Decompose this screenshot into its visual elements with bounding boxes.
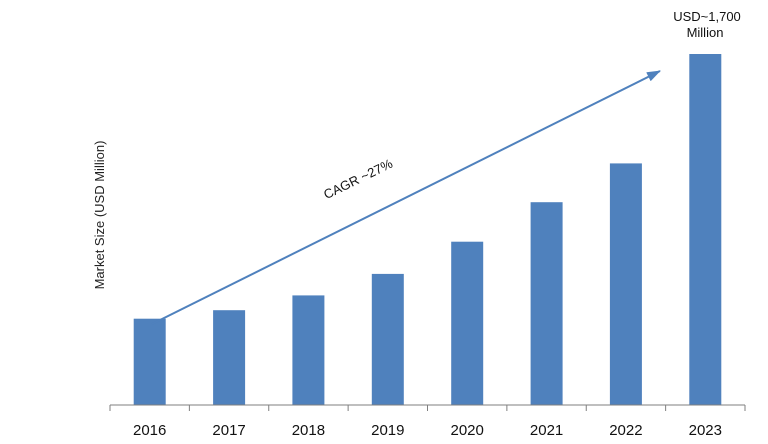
end-value-annotation-line1: USD~1,700 — [673, 9, 741, 24]
bar-2021 — [530, 202, 563, 405]
bar-2023 — [689, 54, 722, 405]
x-tick-marks — [109, 405, 746, 411]
x-tick-label-2017: 2017 — [212, 422, 245, 439]
cagr-trend-arrow — [151, 70, 661, 325]
x-tick-labels: 2016 2017 2018 2019 2020 2021 2022 2023 — [133, 422, 722, 439]
cagr-annotation: CAGR ~27% — [321, 156, 395, 202]
x-tick-label-2018: 2018 — [292, 422, 325, 439]
bars-group — [133, 54, 722, 405]
bar-2016 — [133, 318, 166, 405]
x-tick-label-2016: 2016 — [133, 422, 166, 439]
bar-2018 — [292, 295, 325, 405]
x-tick-label-2023: 2023 — [689, 422, 722, 439]
x-tick-label-2019: 2019 — [371, 422, 404, 439]
y-axis-label: Market Size (USD Million) — [92, 141, 107, 290]
end-value-annotation-line2: Million — [687, 25, 724, 40]
bar-2017 — [213, 310, 246, 405]
bar-2020 — [451, 241, 484, 405]
bar-2022 — [609, 163, 642, 405]
x-tick-label-2022: 2022 — [609, 422, 642, 439]
bar-2019 — [371, 273, 404, 405]
x-tick-label-2020: 2020 — [451, 422, 484, 439]
x-tick-label-2021: 2021 — [530, 422, 563, 439]
